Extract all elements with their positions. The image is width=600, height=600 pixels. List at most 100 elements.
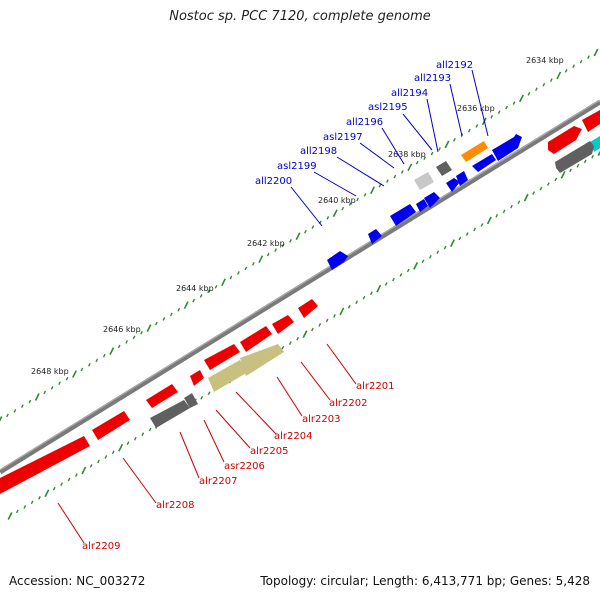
gene-arrow-asl2199b[interactable] — [368, 229, 382, 244]
tick-mark — [413, 262, 419, 270]
gene-arrow-all2198b[interactable] — [416, 199, 428, 212]
tick-mark — [6, 413, 9, 418]
gene-arrow-all2200[interactable] — [327, 251, 348, 270]
gene-label-all2198[interactable]: all2198 — [300, 146, 337, 157]
tick-mark — [295, 232, 301, 241]
gene-arrow-asl2197[interactable] — [414, 172, 434, 190]
leader-line-all2200 — [290, 186, 323, 227]
gene-label-all2200[interactable]: all2200 — [255, 176, 292, 187]
tick-mark — [325, 318, 329, 323]
tick-mark — [140, 330, 143, 335]
kbp-label-2642: 2642 kbp — [247, 239, 285, 248]
gene-arrow[interactable] — [555, 141, 594, 173]
tick-mark — [542, 82, 546, 87]
gene-arrow-all2198[interactable] — [424, 192, 440, 208]
tick-mark — [102, 353, 106, 358]
tick-mark — [355, 300, 359, 305]
gene-arrow-all2196[interactable] — [456, 171, 468, 186]
tick-mark — [304, 229, 307, 234]
gene-arrow[interactable] — [582, 110, 600, 132]
gene-label-alr2204[interactable]: alr2204 — [274, 431, 312, 442]
tick-mark — [72, 370, 77, 378]
gene-label-alr2209[interactable]: alr2209 — [82, 541, 120, 552]
gene-arrow-alr2202[interactable] — [272, 315, 294, 334]
gene-arrow-alr2208[interactable] — [150, 400, 190, 428]
gene-arrow-alr2201[interactable] — [298, 299, 318, 318]
tick-mark — [465, 232, 469, 236]
tick-mark — [486, 216, 492, 225]
genome-backbone — [0, 99, 600, 475]
tick-mark — [554, 177, 558, 182]
leader-line-all2193 — [449, 83, 463, 137]
genome-backbone-highlight — [0, 99, 600, 471]
gene-arrow-alr2203b[interactable] — [240, 344, 284, 376]
tick-mark — [132, 335, 136, 340]
tick-mark — [81, 466, 87, 475]
gene-label-alr2205[interactable]: alr2205 — [250, 446, 288, 457]
bottom-gene-labels: alr2201 alr2202 alr2203 alr2204 alr2205 … — [82, 381, 394, 552]
gene-arrow-alr2204[interactable] — [208, 360, 248, 392]
tick-mark — [495, 214, 499, 218]
tick-mark — [207, 289, 210, 294]
gene-arrow-alr2207[interactable] — [146, 384, 178, 408]
tick-mark — [519, 94, 524, 103]
gene-arrow-all2192b[interactable] — [472, 154, 496, 172]
tick-mark — [502, 209, 506, 214]
kbp-label-2646: 2646 kbp — [103, 325, 141, 334]
tick-mark — [384, 282, 388, 286]
gene-label-all2194[interactable]: all2194 — [391, 88, 428, 99]
map-title: Nostoc sp. PCC 7120, complete genome — [169, 9, 431, 24]
tick-mark — [532, 191, 536, 195]
gene-label-asr2206[interactable]: asr2206 — [224, 461, 265, 472]
tick-mark — [146, 324, 152, 332]
kbp-label-2644: 2644 kbp — [176, 284, 214, 293]
gene-label-all2192[interactable]: all2192 — [436, 60, 473, 71]
tick-mark — [288, 341, 292, 345]
gene-arrow-asl2195[interactable] — [446, 178, 460, 192]
tick-mark — [118, 443, 124, 452]
gene-label-alr2207[interactable]: alr2207 — [199, 476, 237, 487]
tick-mark — [450, 239, 455, 247]
gene-arrow-asr2206[interactable] — [190, 370, 204, 386]
tick-mark — [244, 266, 248, 271]
tick-mark — [266, 252, 270, 257]
gene-label-all2193[interactable]: all2193 — [414, 73, 451, 84]
gene-label-alr2202[interactable]: alr2202 — [329, 398, 367, 409]
tick-mark — [7, 512, 13, 520]
tick-mark — [23, 505, 27, 509]
gene-arrow-alr2208b[interactable] — [92, 411, 130, 440]
tick-mark — [281, 345, 285, 350]
gene-arrow-alr2207b[interactable] — [184, 393, 198, 408]
gene-label-asl2197[interactable]: asl2197 — [323, 132, 363, 143]
top-gene-labels: all2192 all2193 all2194 asl2195 all2196 … — [255, 60, 473, 187]
tick-mark — [347, 304, 351, 309]
gene-label-alr2201[interactable]: alr2201 — [356, 381, 394, 392]
gene-label-alr2203[interactable]: alr2203 — [302, 414, 340, 425]
gene-arrow-alr2209[interactable] — [0, 436, 90, 494]
leader-line-all2196 — [381, 127, 405, 165]
gene-label-alr2208[interactable]: alr2208 — [156, 500, 194, 511]
gene-arrow[interactable] — [548, 126, 582, 154]
tick-mark — [97, 459, 100, 464]
tick-mark — [370, 186, 375, 195]
gene-arrow-asl2199[interactable] — [390, 204, 416, 226]
gene-label-asl2199[interactable]: asl2199 — [277, 161, 317, 172]
tick-mark — [199, 294, 203, 298]
tick-mark — [162, 317, 166, 321]
gene-label-all2196[interactable]: all2196 — [346, 117, 383, 128]
tick-mark — [43, 390, 47, 395]
gene-arrow-all2192[interactable] — [492, 134, 522, 161]
tick-mark — [221, 278, 226, 287]
gene-arrow-all2194[interactable] — [436, 161, 452, 176]
tick-mark — [458, 236, 462, 241]
tick-mark — [517, 200, 521, 205]
tick-mark — [133, 436, 137, 441]
tick-mark — [38, 495, 41, 500]
tick-mark — [480, 223, 484, 227]
tick-mark — [74, 473, 78, 477]
gene-label-asl2195[interactable]: asl2195 — [368, 102, 408, 113]
gene-arrow-alr2205[interactable] — [204, 344, 240, 370]
tick-mark — [393, 174, 397, 179]
gene-arrow-all2193[interactable] — [461, 141, 488, 162]
gene-arrow-alr2203[interactable] — [240, 326, 272, 352]
